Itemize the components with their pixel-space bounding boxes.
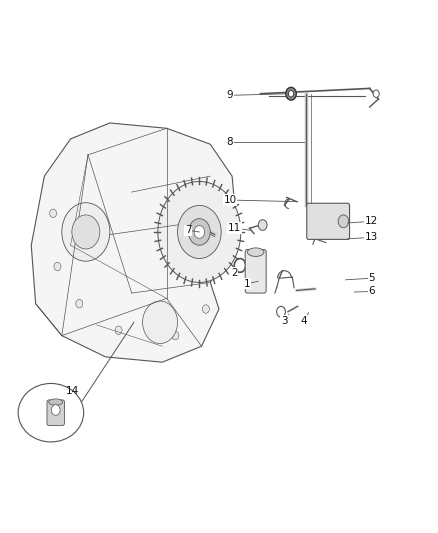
Text: 3: 3	[281, 316, 288, 326]
Text: 8: 8	[226, 136, 233, 147]
Circle shape	[202, 305, 209, 313]
Circle shape	[72, 215, 100, 249]
Text: 9: 9	[226, 90, 233, 100]
Text: 4: 4	[301, 316, 307, 326]
Circle shape	[277, 306, 286, 317]
Circle shape	[158, 181, 241, 282]
Ellipse shape	[49, 399, 63, 405]
Circle shape	[338, 215, 349, 228]
Circle shape	[258, 220, 267, 230]
FancyBboxPatch shape	[245, 249, 266, 293]
Text: 11: 11	[228, 223, 241, 233]
Text: 7: 7	[185, 225, 192, 236]
Text: 14: 14	[66, 386, 79, 397]
Circle shape	[288, 91, 293, 97]
Circle shape	[143, 301, 177, 344]
FancyBboxPatch shape	[307, 203, 350, 239]
Circle shape	[76, 300, 83, 308]
Circle shape	[54, 262, 61, 271]
Text: 5: 5	[368, 273, 375, 283]
Circle shape	[49, 209, 57, 217]
Text: 6: 6	[368, 286, 375, 296]
Circle shape	[51, 405, 60, 415]
Circle shape	[62, 203, 110, 261]
Circle shape	[177, 205, 221, 259]
Circle shape	[172, 332, 179, 340]
Circle shape	[115, 326, 122, 335]
Ellipse shape	[247, 248, 264, 256]
Circle shape	[286, 87, 296, 100]
Circle shape	[194, 225, 205, 238]
Text: 12: 12	[365, 216, 378, 227]
Circle shape	[188, 219, 210, 245]
Circle shape	[373, 90, 379, 98]
Polygon shape	[31, 123, 237, 362]
FancyBboxPatch shape	[47, 400, 64, 425]
Text: 13: 13	[365, 232, 378, 243]
Ellipse shape	[18, 383, 84, 442]
Text: 1: 1	[244, 279, 251, 288]
Text: 10: 10	[223, 195, 237, 205]
Text: 2: 2	[231, 268, 237, 278]
